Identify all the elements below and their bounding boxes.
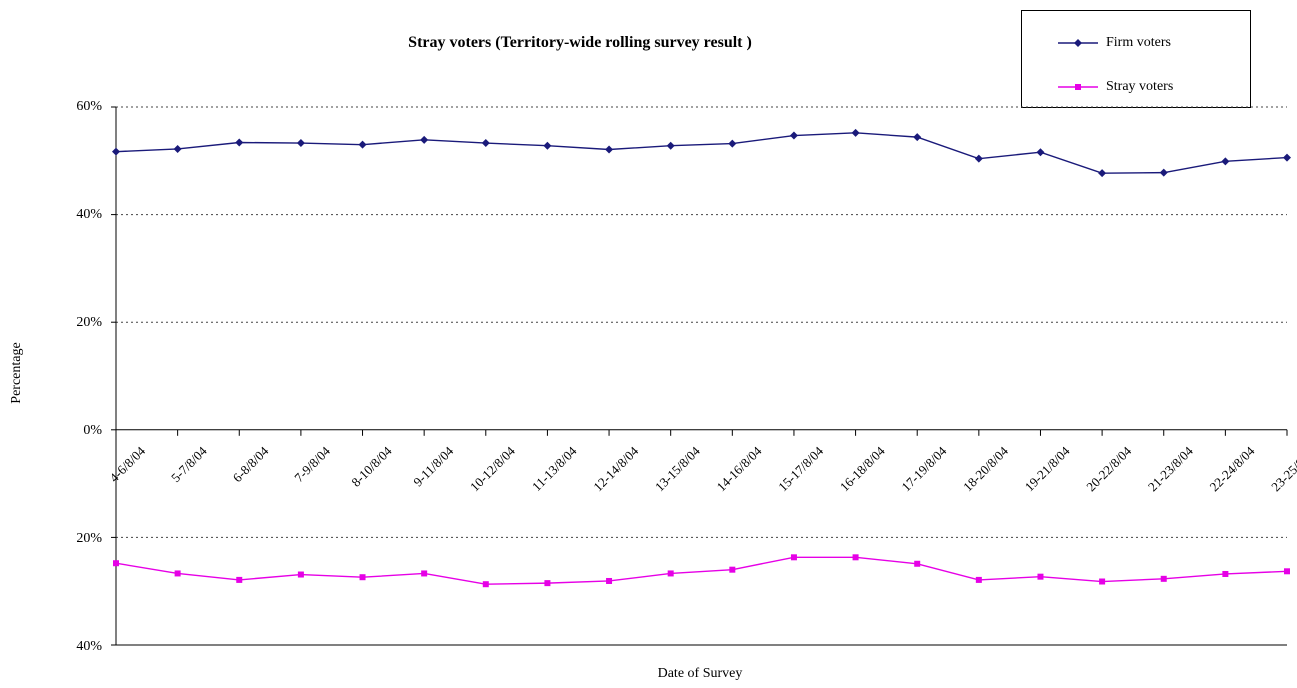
x-tick-label: 22-24/8/04 bbox=[1207, 443, 1258, 494]
data-point-firm-voters bbox=[1098, 169, 1107, 178]
data-point-firm-voters bbox=[789, 131, 798, 140]
data-point-stray-voters bbox=[729, 566, 736, 573]
y-tick-label: 60% bbox=[76, 99, 102, 114]
legend-label-firm-voters: Firm voters bbox=[1106, 35, 1171, 50]
data-point-stray-voters bbox=[174, 570, 181, 577]
y-tick-label: 40% bbox=[76, 639, 102, 654]
x-tick-label: 23-25/8/04 bbox=[1268, 443, 1297, 494]
data-point-firm-voters bbox=[728, 139, 737, 148]
data-point-firm-voters bbox=[173, 144, 182, 153]
x-tick-label: 19-21/8/04 bbox=[1022, 443, 1073, 494]
series-line-stray-voters bbox=[115, 556, 1288, 585]
x-axis-label: Date of Survey bbox=[657, 666, 743, 681]
data-point-stray-voters bbox=[297, 571, 304, 578]
data-point-stray-voters bbox=[914, 560, 921, 567]
x-tick-label: 20-22/8/04 bbox=[1083, 443, 1134, 494]
data-point-stray-voters bbox=[606, 577, 613, 584]
legend-label-stray-voters: Stray voters bbox=[1106, 79, 1174, 94]
x-tick-label: 17-19/8/04 bbox=[898, 443, 949, 494]
x-tick-label: 10-12/8/04 bbox=[467, 443, 518, 494]
legend-marker-stray-voters-icon bbox=[1058, 84, 1098, 90]
data-point-firm-voters bbox=[605, 145, 614, 154]
x-tick-label: 13-15/8/04 bbox=[652, 443, 703, 494]
x-tick-label: 4-6/8/04 bbox=[106, 443, 148, 485]
x-tick-label: 14-16/8/04 bbox=[713, 443, 764, 494]
data-point-firm-voters bbox=[235, 138, 244, 147]
data-point-stray-voters bbox=[1222, 570, 1229, 577]
data-point-firm-voters bbox=[112, 147, 120, 156]
y-tick-label: 20% bbox=[76, 531, 102, 546]
data-point-firm-voters bbox=[1283, 153, 1291, 162]
data-point-stray-voters bbox=[544, 580, 551, 587]
y-tick-label: 40% bbox=[76, 207, 102, 222]
x-tick-label: 9-11/8/04 bbox=[410, 443, 456, 489]
y-tick-label: 20% bbox=[76, 315, 102, 330]
data-point-stray-voters bbox=[236, 576, 243, 583]
data-point-firm-voters bbox=[666, 141, 675, 150]
data-point-firm-voters bbox=[420, 135, 429, 144]
x-tick-label: 8-10/8/04 bbox=[348, 443, 395, 490]
data-point-firm-voters bbox=[296, 139, 305, 148]
x-tick-label: 21-23/8/04 bbox=[1145, 443, 1196, 494]
data-point-stray-voters bbox=[113, 560, 119, 567]
data-point-stray-voters bbox=[1160, 575, 1167, 582]
data-point-firm-voters bbox=[851, 128, 860, 137]
x-tick-label: 12-14/8/04 bbox=[590, 443, 641, 494]
data-point-stray-voters bbox=[975, 576, 982, 583]
legend-item-stray-voters: Stray voters bbox=[1058, 77, 1173, 97]
y-tick-label: 0% bbox=[83, 423, 102, 438]
x-tick-label: 7-9/8/04 bbox=[291, 443, 333, 485]
data-point-firm-voters bbox=[974, 154, 983, 163]
data-point-firm-voters bbox=[481, 139, 490, 148]
data-point-firm-voters bbox=[913, 133, 922, 142]
data-point-firm-voters bbox=[358, 140, 367, 149]
x-tick-label: 18-20/8/04 bbox=[960, 443, 1011, 494]
series-line-firm-voters bbox=[115, 132, 1288, 174]
x-tick-label: 5-7/8/04 bbox=[168, 443, 210, 485]
data-point-stray-voters bbox=[482, 581, 489, 588]
data-point-stray-voters bbox=[1099, 578, 1106, 585]
x-tick-label: 11-13/8/04 bbox=[529, 443, 580, 494]
x-tick-label: 16-18/8/04 bbox=[837, 443, 888, 494]
data-point-stray-voters bbox=[667, 570, 674, 577]
data-point-firm-voters bbox=[543, 141, 552, 150]
legend: Firm voters Stray voters bbox=[1021, 10, 1251, 108]
data-point-firm-voters bbox=[1036, 148, 1045, 157]
data-point-stray-voters bbox=[1284, 568, 1290, 575]
data-point-stray-voters bbox=[421, 570, 428, 577]
legend-marker-firm-voters-icon bbox=[1058, 39, 1098, 47]
data-point-stray-voters bbox=[359, 574, 366, 581]
data-point-stray-voters bbox=[1037, 573, 1044, 580]
data-point-stray-voters bbox=[852, 554, 859, 561]
x-tick-label: 15-17/8/04 bbox=[775, 443, 826, 494]
legend-item-firm-voters: Firm voters bbox=[1058, 33, 1171, 53]
chart-title: Stray voters (Territory-wide rolling sur… bbox=[408, 34, 752, 51]
data-point-stray-voters bbox=[790, 554, 797, 561]
data-point-firm-voters bbox=[1221, 157, 1230, 166]
data-point-firm-voters bbox=[1159, 168, 1168, 177]
x-tick-label: 6-8/8/04 bbox=[230, 443, 272, 485]
